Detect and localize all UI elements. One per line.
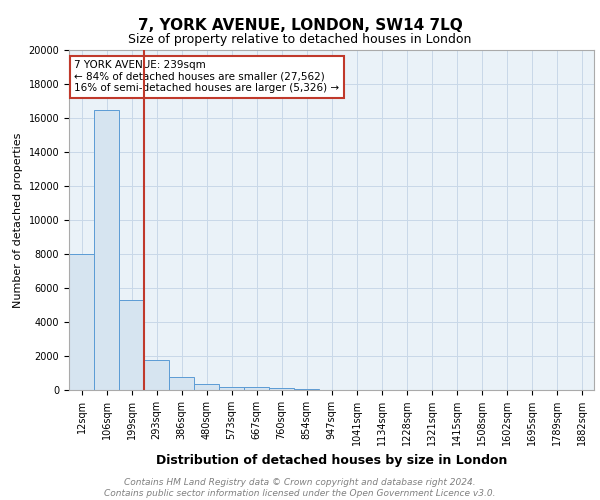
Text: Contains HM Land Registry data © Crown copyright and database right 2024.
Contai: Contains HM Land Registry data © Crown c… bbox=[104, 478, 496, 498]
Text: 7 YORK AVENUE: 239sqm
← 84% of detached houses are smaller (27,562)
16% of semi-: 7 YORK AVENUE: 239sqm ← 84% of detached … bbox=[74, 60, 340, 94]
Y-axis label: Number of detached properties: Number of detached properties bbox=[13, 132, 23, 308]
Bar bbox=[144, 360, 169, 390]
Bar bbox=[244, 388, 269, 390]
Bar bbox=[269, 388, 294, 390]
Bar bbox=[69, 254, 94, 390]
Bar bbox=[119, 300, 144, 390]
Bar bbox=[294, 389, 319, 390]
Bar bbox=[219, 386, 244, 390]
Text: 7, YORK AVENUE, LONDON, SW14 7LQ: 7, YORK AVENUE, LONDON, SW14 7LQ bbox=[137, 18, 463, 32]
X-axis label: Distribution of detached houses by size in London: Distribution of detached houses by size … bbox=[156, 454, 507, 466]
Text: Size of property relative to detached houses in London: Size of property relative to detached ho… bbox=[128, 32, 472, 46]
Bar bbox=[194, 384, 219, 390]
Bar bbox=[169, 377, 194, 390]
Bar bbox=[94, 110, 119, 390]
